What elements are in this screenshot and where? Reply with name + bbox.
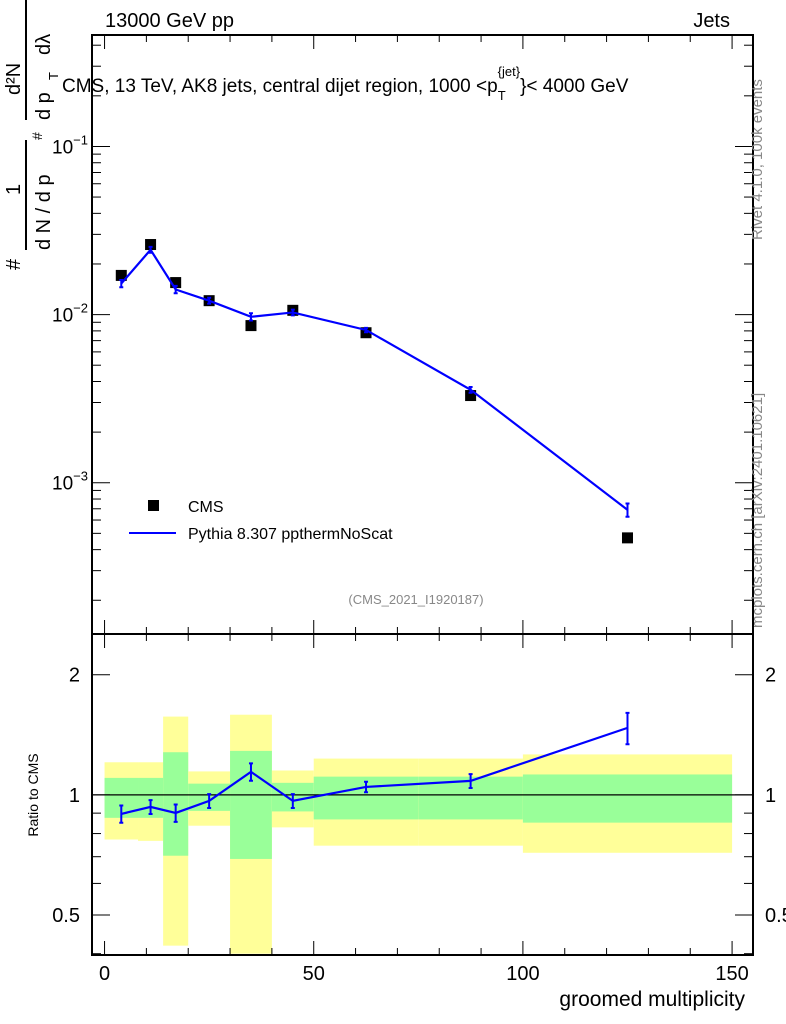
cms-data-point bbox=[245, 320, 257, 332]
pythia-error-bar bbox=[248, 312, 253, 322]
ylabel-hash-2: # bbox=[29, 132, 45, 140]
y-tick-label: 10−1 bbox=[52, 132, 88, 158]
pythia-line bbox=[120, 247, 629, 511]
x-tick-label: 150 bbox=[715, 963, 748, 985]
plot-title: CMS, 13 TeV, AK8 jets, central dijet reg… bbox=[62, 64, 629, 103]
pythia-error-bar bbox=[468, 385, 473, 394]
ratio-y-tick-label-right: 1 bbox=[765, 785, 776, 807]
pythia-error-bar bbox=[207, 296, 212, 305]
cms-data-point bbox=[465, 390, 477, 402]
y-tick-exponent: −1 bbox=[73, 132, 88, 147]
ratio-bands bbox=[92, 714, 753, 954]
ylabel-sub-t: T bbox=[46, 72, 61, 80]
ylabel-hash-1: # bbox=[3, 258, 25, 270]
cms-data-point bbox=[145, 239, 157, 251]
legend-cms-label: CMS bbox=[188, 499, 224, 516]
ratio-y-axis-label: Ratio to CMS bbox=[25, 753, 41, 836]
analysis-label: (CMS_2021_I1920187) bbox=[348, 592, 483, 607]
ylabel-num-2: d²N bbox=[3, 63, 25, 95]
cms-data-point bbox=[115, 269, 127, 281]
y-tick-base: 10 bbox=[52, 474, 73, 495]
ratio-y-tick-label-right: 0.5 bbox=[765, 905, 786, 927]
pythia-error-bar bbox=[148, 245, 153, 254]
pythia-error-bar bbox=[119, 278, 124, 289]
cms-data-point bbox=[170, 277, 182, 289]
main-panel-frame bbox=[91, 34, 754, 635]
cms-data-point bbox=[621, 532, 633, 544]
ratio-y-tick-label-right: 2 bbox=[765, 665, 776, 687]
marks bbox=[115, 239, 633, 824]
x-tick-label: 100 bbox=[506, 963, 539, 985]
ratio-y-tick-label-left: 2 bbox=[69, 665, 80, 687]
x-tick-label: 0 bbox=[99, 963, 110, 985]
ylabel-dlambda: dλ bbox=[33, 34, 55, 55]
y-tick-base: 10 bbox=[52, 306, 73, 327]
side-label-rivet: Rivet 4.1.0, 100k events bbox=[749, 79, 766, 240]
legend: CMS Pythia 8.307 ppthermNoScat bbox=[129, 499, 393, 543]
x-tick-label: 50 bbox=[303, 963, 325, 985]
ratio-y-tick-label-left: 1 bbox=[69, 785, 80, 807]
y-axis-label: # 1 d N / d p # d²N d p T dλ bbox=[3, 0, 61, 270]
header-right: Jets bbox=[693, 10, 730, 32]
ratio-error-bar bbox=[290, 793, 295, 809]
ratio-error-bar bbox=[625, 711, 630, 746]
ratio-error-bar bbox=[248, 762, 253, 782]
ratio-band-inner bbox=[522, 774, 733, 823]
ratio-error-bar bbox=[207, 793, 212, 809]
ylabel-den-1: d N / d p bbox=[33, 174, 55, 250]
y-tick-exponent: −2 bbox=[73, 301, 88, 316]
legend-pythia-label: Pythia 8.307 ppthermNoScat bbox=[188, 526, 393, 543]
header-left: 13000 GeV pp bbox=[105, 10, 234, 32]
ratio-y-tick-label-left: 0.5 bbox=[52, 905, 80, 927]
ylabel-den-2: d p bbox=[33, 92, 55, 120]
ratio-error-bar bbox=[364, 780, 369, 794]
side-label-mcplots: mcplots.cern.ch [arXiv:2401.10621] bbox=[749, 393, 766, 628]
pythia-error-bar bbox=[173, 284, 178, 295]
legend-cms-marker bbox=[148, 500, 159, 511]
y-tick-base: 10 bbox=[52, 137, 73, 158]
pythia-error-bar bbox=[625, 502, 630, 518]
title-tail: }< 4000 GeV bbox=[520, 76, 629, 97]
pythia-error-bar bbox=[364, 326, 369, 334]
title-sub: T bbox=[498, 88, 506, 103]
title-main: CMS, 13 TeV, AK8 jets, central dijet reg… bbox=[62, 76, 498, 97]
ratio-error-bar bbox=[468, 773, 473, 789]
pythia-error-bar bbox=[290, 308, 295, 317]
y-tick-exponent: −3 bbox=[73, 469, 88, 484]
ratio-error-bar bbox=[173, 803, 178, 823]
ratio-error-bar bbox=[119, 804, 124, 824]
y-tick-label: 10−2 bbox=[52, 301, 88, 327]
ylabel-num-1: 1 bbox=[3, 184, 25, 195]
x-axis-label: groomed multiplicity bbox=[559, 988, 745, 1011]
y-tick-label: 10−3 bbox=[52, 469, 88, 495]
title-sup: {jet} bbox=[498, 64, 521, 79]
ratio-error-bar bbox=[148, 799, 153, 815]
